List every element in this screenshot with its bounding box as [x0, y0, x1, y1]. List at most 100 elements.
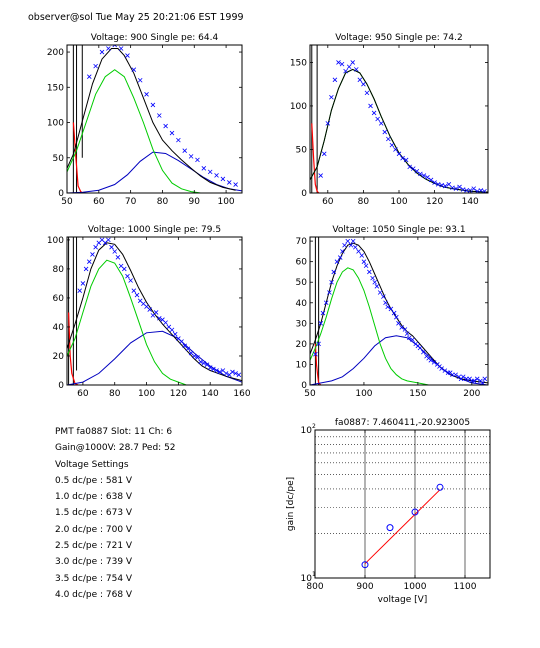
- plot-area: [67, 237, 242, 385]
- data-point: [342, 242, 347, 248]
- data-point-stroke: [381, 294, 386, 299]
- data-point: [364, 90, 370, 96]
- data-point-stroke: [198, 359, 203, 365]
- data-point-stroke: [201, 360, 207, 366]
- data-point-stroke: [403, 157, 409, 163]
- data-point: [211, 366, 216, 372]
- data-point: [233, 182, 238, 187]
- multi-pe-fit-line: [67, 151, 242, 193]
- data-point: [223, 371, 229, 376]
- data-point: [346, 64, 352, 70]
- data-point: [453, 186, 459, 191]
- x-tick-label: 120: [170, 389, 187, 399]
- data-point: [131, 288, 137, 293]
- data-point: [350, 60, 356, 65]
- data-point-stroke: [131, 67, 137, 72]
- total-fit-line: [310, 242, 488, 384]
- data-point: [411, 508, 419, 516]
- data-point-stroke: [195, 355, 200, 360]
- data-point-stroke: [428, 358, 434, 363]
- data-point-stroke: [391, 310, 397, 316]
- plot-area: [310, 237, 488, 385]
- data-point: [442, 368, 448, 373]
- data-point-stroke: [86, 259, 92, 264]
- chart-title: Voltage: 1000 Single pe: 79.5: [88, 225, 221, 235]
- chart-title: Voltage: 950 Single pe: 74.2: [335, 33, 462, 43]
- data-point: [156, 113, 162, 118]
- data-point-stroke: [131, 288, 137, 293]
- data-point: [428, 177, 434, 183]
- data-point: [109, 244, 114, 250]
- data-point-stroke: [474, 376, 480, 382]
- data-point-stroke: [471, 186, 477, 191]
- data-point: [340, 249, 345, 254]
- data-point: [236, 372, 242, 378]
- data-point-stroke: [334, 259, 340, 264]
- data-point-stroke: [396, 321, 401, 326]
- data-point: [402, 327, 408, 332]
- y-tick-label: 0: [58, 381, 64, 391]
- data-point-stroke: [439, 182, 445, 188]
- x-axis-label: voltage [V]: [378, 595, 428, 605]
- data-point-stroke: [480, 380, 485, 385]
- data-point-stroke: [482, 376, 488, 382]
- data-point: [214, 173, 219, 178]
- data-point: [144, 92, 149, 97]
- data-point-stroke: [471, 378, 477, 384]
- data-point-stroke: [437, 364, 442, 369]
- data-point: [353, 67, 359, 72]
- data-point: [207, 365, 213, 370]
- data-point: [410, 337, 415, 343]
- y-tick-label: 80: [53, 265, 65, 275]
- data-point-stroke: [450, 372, 455, 378]
- x-tick-label: 60: [93, 197, 105, 207]
- data-point: [128, 278, 133, 283]
- data-point-stroke: [399, 325, 404, 330]
- data-point-stroke: [421, 173, 427, 178]
- x-tick-label: 80: [358, 197, 370, 207]
- data-point: [428, 358, 434, 363]
- data-point-stroke: [128, 278, 133, 283]
- data-point: [471, 378, 477, 384]
- data-point: [329, 94, 334, 100]
- data-point: [439, 182, 445, 188]
- data-point-stroke: [359, 253, 365, 258]
- data-point: [385, 304, 390, 310]
- x-tick-label: 100: [217, 197, 234, 207]
- data-point-stroke: [453, 372, 458, 378]
- data-point-stroke: [233, 371, 238, 376]
- y-tick-label: 20: [53, 352, 65, 362]
- x-tick-label: 200: [463, 389, 480, 399]
- data-point: [396, 151, 402, 157]
- setting-line: 2.5 dc/pe : 721 V: [55, 541, 133, 552]
- data-point-stroke: [153, 310, 159, 315]
- data-point: [182, 148, 188, 153]
- data-point: [480, 380, 485, 385]
- data-point: [86, 74, 92, 79]
- x-tick-label: 80: [157, 197, 169, 207]
- y-tick-label: 10: [296, 360, 308, 370]
- data-point: [125, 273, 130, 279]
- data-point-stroke: [121, 266, 127, 272]
- data-point-stroke: [99, 49, 105, 55]
- data-point-stroke: [424, 353, 429, 359]
- data-point: [482, 376, 488, 382]
- data-point-stroke: [375, 116, 380, 122]
- data-point: [421, 173, 427, 178]
- data-point-stroke: [172, 331, 178, 337]
- y-tick-label: 60: [296, 258, 308, 268]
- data-point-stroke: [337, 255, 343, 260]
- data-point: [394, 314, 399, 320]
- data-point: [436, 483, 444, 491]
- data-point-stroke: [316, 341, 321, 347]
- data-point: [460, 187, 466, 192]
- x-tick-label: 140: [462, 197, 479, 207]
- data-point-stroke: [77, 288, 83, 293]
- data-point: [389, 142, 395, 148]
- data-point: [217, 369, 223, 375]
- single-pe-fit-line: [67, 69, 201, 193]
- data-point: [359, 253, 365, 258]
- y-tick-label: 150: [47, 83, 64, 93]
- data-point-stroke: [425, 175, 430, 180]
- total-fit-line: [67, 242, 242, 382]
